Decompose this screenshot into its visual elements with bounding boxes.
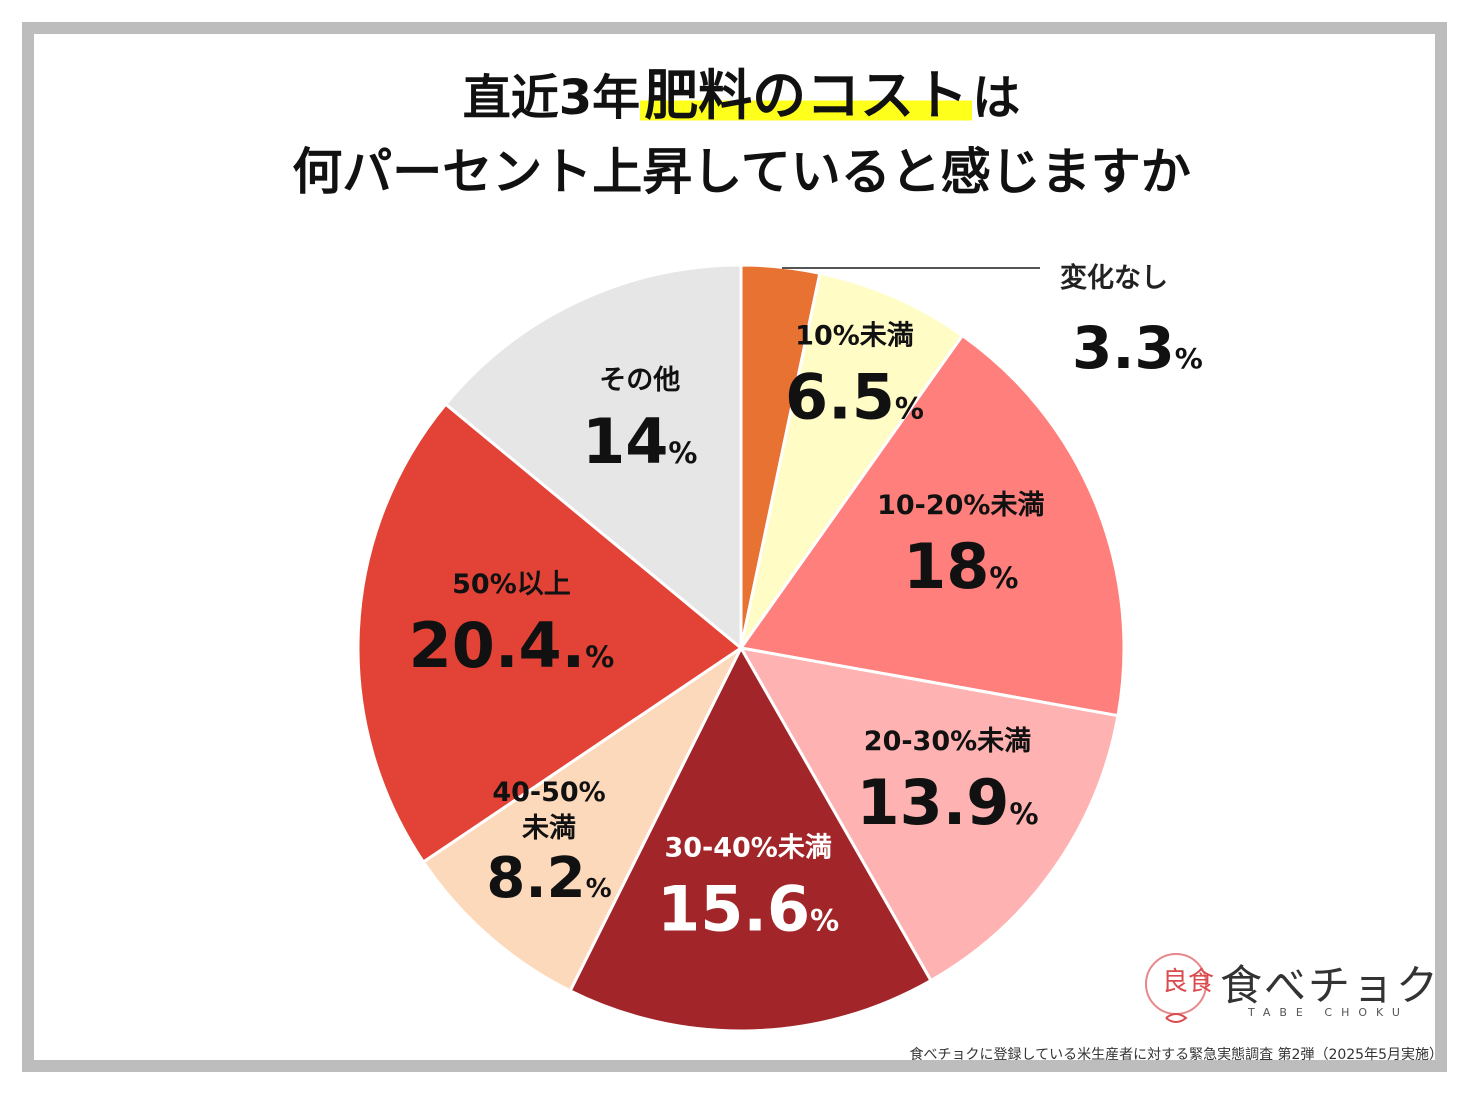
logo-mark-icon: 良食 [1145, 953, 1214, 1023]
pie-slice-other [443, 263, 743, 652]
title-highlight: 肥料のコスト [640, 64, 973, 127]
slice-label-10-20: 10-20%未満 [877, 490, 1044, 521]
logo-name: 食べチョク [1220, 961, 1441, 1010]
slice-label-no-change: 変化なし [1060, 263, 1168, 294]
slice-label-20-30: 20-30%未満 [864, 726, 1031, 757]
slice-value-under-10: 6.5% [785, 360, 924, 433]
pie-slice-under-10 [739, 271, 965, 649]
pie-slice-40-50 [421, 643, 745, 993]
title-prefix: 直近3年 [462, 70, 641, 126]
slice-value-50-plus: 20.4.% [409, 609, 615, 682]
slice-value-other: 14% [582, 405, 697, 478]
slice-label-40-50-line2: 未満 [522, 813, 576, 844]
chart-title-line2: 何パーセント上昇していると感じますか [292, 143, 1191, 201]
slice-label-50-plus: 50%以上 [452, 569, 571, 600]
slice-label-other: その他 [599, 365, 680, 396]
pie-slice-20-30 [738, 645, 1120, 983]
slice-value-40-50: 8.2% [486, 846, 611, 911]
slice-value-30-40: 15.6% [657, 873, 839, 946]
tabechoku-logo: 良食 食べチョク TABE CHOKU [1138, 948, 1438, 1028]
pie-slice-50-plus [356, 402, 744, 865]
source-note: 食べチョクに登録している米生産者に対する緊急実態調査 第2弾（2025年5月実施… [909, 1047, 1443, 1063]
title-suffix: は [972, 70, 1021, 126]
logo-subtitle: TABE CHOKU [1248, 1006, 1409, 1019]
chart-title-line1: 直近3年肥料のコストは [0, 64, 1483, 128]
svg-text:良食: 良食 [1162, 967, 1214, 997]
slice-label-40-50: 40-50% [492, 777, 605, 808]
slice-value-no-change: 3.3% [1072, 314, 1203, 382]
slice-label-30-40: 30-40%未満 [664, 833, 831, 864]
pie-slice-30-40 [568, 644, 933, 1033]
slice-value-20-30: 13.9% [856, 766, 1038, 839]
slice-label-under-10: 10%未満 [795, 320, 914, 351]
slice-value-10-20: 18% [903, 530, 1018, 603]
pie-slice-10-20 [738, 333, 1126, 718]
